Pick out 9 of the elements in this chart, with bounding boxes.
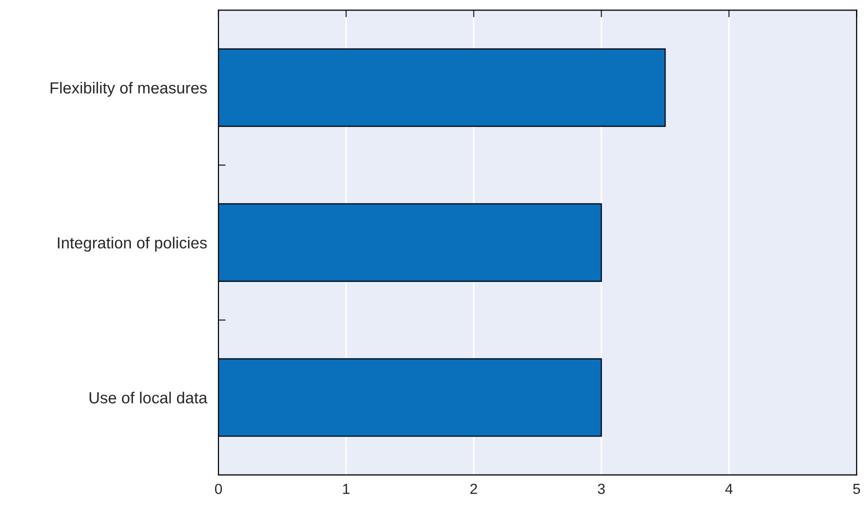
x-tick-label: 5 [853, 484, 860, 494]
x-tick-label: 4 [725, 484, 733, 494]
x-tick-label: 0 [215, 484, 222, 494]
x-tick-label: 2 [470, 484, 478, 494]
y-tick-label: Integration of policies [58, 236, 207, 252]
y-tick-label: Use of local data [90, 392, 208, 404]
y-tick-label: Flexibility of measures [50, 82, 207, 97]
x-tick-label: 1 [343, 484, 350, 494]
x-tick-label: 3 [598, 484, 605, 494]
